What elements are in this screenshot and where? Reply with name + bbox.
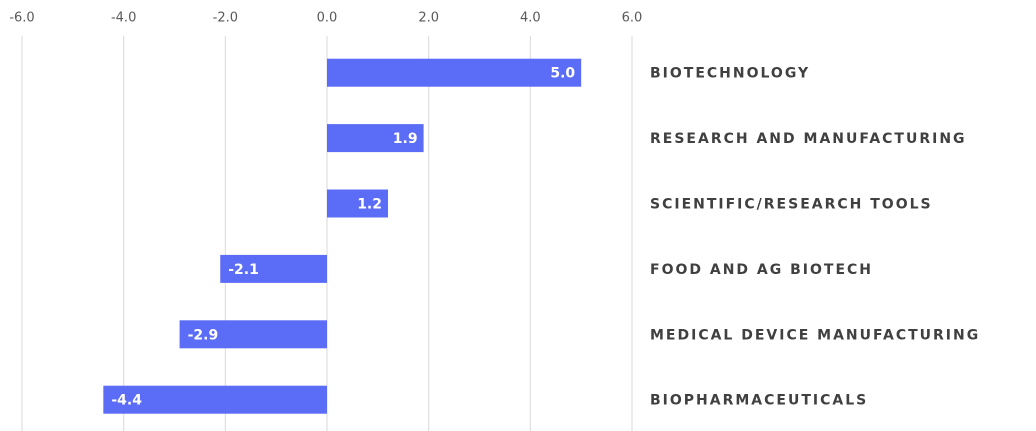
x-tick-label: -2.0 bbox=[213, 11, 238, 26]
bar bbox=[327, 124, 424, 153]
data-label: 1.2 bbox=[357, 197, 382, 213]
bar bbox=[179, 320, 327, 349]
data-label: -4.4 bbox=[111, 393, 142, 409]
x-tick-label: -6.0 bbox=[9, 11, 34, 26]
data-label: -2.1 bbox=[228, 262, 259, 278]
bar bbox=[220, 254, 327, 283]
data-label: 5.0 bbox=[550, 66, 575, 82]
x-tick-label: 6.0 bbox=[622, 11, 643, 26]
x-tick-label: -4.0 bbox=[111, 11, 136, 26]
x-tick-label: 0.0 bbox=[317, 11, 338, 26]
bar bbox=[327, 189, 388, 218]
x-tick-label: 4.0 bbox=[520, 11, 541, 26]
category-label: RESEARCH AND MANUFACTURING bbox=[650, 131, 967, 147]
data-label: -2.9 bbox=[188, 327, 219, 343]
category-label: MEDICAL DEVICE MANUFACTURING bbox=[650, 327, 980, 343]
bar bbox=[103, 385, 327, 414]
x-tick-label: 2.0 bbox=[418, 11, 439, 26]
category-label: BIOPHARMACEUTICALS bbox=[650, 393, 868, 409]
category-label: BIOTECHNOLOGY bbox=[650, 66, 810, 82]
category-label: SCIENTIFIC/RESEARCH TOOLS bbox=[650, 197, 933, 213]
bar bbox=[327, 58, 582, 87]
data-label: 1.9 bbox=[393, 131, 418, 147]
category-label: FOOD AND AG BIOTECH bbox=[650, 262, 873, 278]
